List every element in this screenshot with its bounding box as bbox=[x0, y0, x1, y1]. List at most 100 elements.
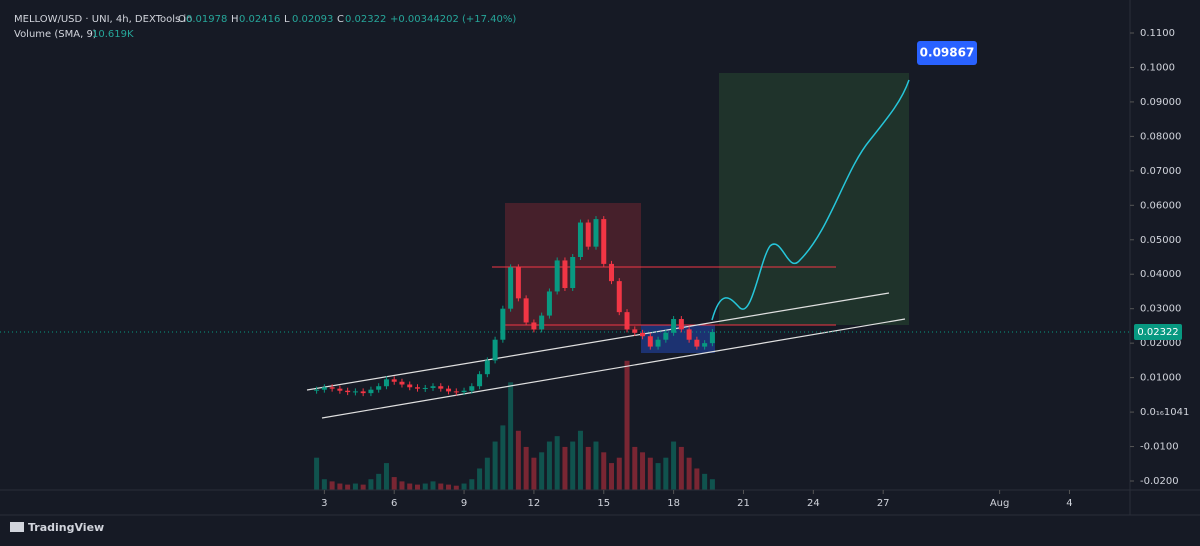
volume-bar bbox=[508, 382, 514, 490]
volume-bar bbox=[523, 446, 529, 490]
candle-body bbox=[492, 339, 498, 361]
symbol-title: MELLOW/USD · UNI, 4h, DEXTools.io bbox=[14, 14, 192, 25]
candle-body bbox=[523, 298, 529, 323]
ohlc-value: 0.02093 bbox=[292, 14, 333, 25]
volume-bar bbox=[702, 473, 708, 490]
volume-bar bbox=[430, 481, 436, 490]
x-tick-label: Aug bbox=[990, 498, 1010, 509]
volume-bar bbox=[492, 441, 498, 490]
candle-body bbox=[453, 391, 459, 393]
ohlc-legend: O 0.01978 H 0.02416 L 0.02093 C 0.02322 +0.00344… bbox=[178, 14, 516, 25]
candle-body bbox=[321, 387, 327, 390]
candle-body bbox=[632, 329, 638, 333]
candle-body bbox=[678, 319, 684, 330]
candle-body bbox=[546, 291, 552, 316]
volume-bar bbox=[368, 479, 374, 490]
volume-bar bbox=[399, 481, 405, 490]
candle-body bbox=[422, 387, 428, 389]
x-tick-label: 15 bbox=[597, 498, 610, 509]
candle-body bbox=[407, 384, 413, 388]
candle-body bbox=[686, 329, 692, 340]
candle-body bbox=[446, 388, 452, 392]
candle-body bbox=[469, 386, 475, 391]
candle-body bbox=[640, 332, 646, 337]
candle-body bbox=[616, 281, 622, 313]
candle-body bbox=[352, 391, 358, 393]
candle-body bbox=[601, 219, 607, 264]
channel-top bbox=[306, 292, 890, 391]
y-tick-label: 0.09000 bbox=[1140, 97, 1181, 108]
candle-body bbox=[671, 319, 677, 333]
volume-layer bbox=[314, 360, 715, 490]
candle-body bbox=[515, 267, 521, 299]
volume-bar bbox=[407, 483, 413, 490]
y-tick-label: 0.04000 bbox=[1140, 269, 1181, 280]
volume-bar bbox=[570, 441, 576, 490]
x-tick-label: 6 bbox=[391, 498, 397, 509]
brand-logo bbox=[10, 522, 24, 532]
candle-body bbox=[438, 386, 444, 389]
volume-bar bbox=[640, 452, 646, 490]
volume-bar bbox=[391, 477, 397, 490]
ohlc-key: H bbox=[231, 14, 239, 25]
volume-bar bbox=[531, 457, 537, 490]
x-tick-label: 27 bbox=[877, 498, 890, 509]
volume-bar bbox=[438, 483, 444, 490]
x-tick-label: 21 bbox=[737, 498, 750, 509]
volume-bar bbox=[577, 430, 583, 490]
x-tick-label: 4 bbox=[1066, 498, 1072, 509]
volume-title: Volume (SMA, 9) bbox=[14, 29, 97, 40]
candle-body bbox=[430, 386, 436, 388]
volume-bar bbox=[609, 463, 615, 490]
y-tick-label: 0.01000 bbox=[1140, 373, 1181, 384]
x-tick-label: 18 bbox=[667, 498, 680, 509]
y-tick-label: 0.06000 bbox=[1140, 200, 1181, 211]
y-tick-label: -0.0200 bbox=[1140, 476, 1179, 487]
y-tick-label: 0.0₁₆1041 bbox=[1140, 407, 1189, 418]
volume-bar bbox=[655, 463, 661, 490]
ohlc-key: C bbox=[337, 14, 344, 25]
candle-body bbox=[562, 260, 568, 289]
channel-bottom bbox=[321, 318, 906, 419]
y-tick-label: 0.02000 bbox=[1140, 338, 1181, 349]
y-tick-label: 0.08000 bbox=[1140, 131, 1181, 142]
candle-body bbox=[477, 374, 483, 387]
candle-body bbox=[570, 257, 576, 289]
target-box bbox=[917, 41, 977, 65]
volume-bar bbox=[663, 457, 669, 490]
blue-zone bbox=[641, 325, 715, 353]
candle-body bbox=[337, 388, 343, 391]
volume-bar bbox=[671, 441, 677, 490]
projection-curve bbox=[711, 79, 910, 321]
candle-body bbox=[709, 332, 715, 344]
volume-bar bbox=[321, 479, 327, 490]
candle-body bbox=[655, 339, 661, 347]
ohlc-value: 0.01978 bbox=[186, 14, 227, 25]
x-tick-label: 12 bbox=[528, 498, 541, 509]
volume-bar bbox=[345, 484, 351, 490]
candle-body bbox=[609, 263, 615, 282]
candle-body bbox=[531, 322, 537, 330]
candle-body bbox=[329, 387, 335, 389]
volume-bar bbox=[314, 457, 320, 490]
volume-bar bbox=[647, 457, 653, 490]
last-price-label: 0.02322 bbox=[1137, 327, 1178, 338]
volume-bar bbox=[585, 446, 591, 490]
volume-bar bbox=[453, 485, 459, 490]
volume-bar bbox=[616, 457, 622, 490]
ohlc-value: 0.02322 bbox=[345, 14, 386, 25]
y-tick-label: 0.1100 bbox=[1140, 28, 1175, 39]
candle-body bbox=[624, 312, 630, 330]
y-tick-label: 0.1000 bbox=[1140, 62, 1175, 73]
candle-body bbox=[508, 267, 514, 309]
candle-body bbox=[577, 222, 583, 257]
volume-bar bbox=[484, 457, 490, 490]
candle-body bbox=[694, 339, 700, 347]
candle-body bbox=[345, 390, 351, 393]
candle-layer bbox=[314, 216, 715, 397]
volume-bar bbox=[539, 452, 545, 490]
volume-bar bbox=[383, 463, 389, 490]
y-tick-label: -0.0100 bbox=[1140, 442, 1179, 453]
